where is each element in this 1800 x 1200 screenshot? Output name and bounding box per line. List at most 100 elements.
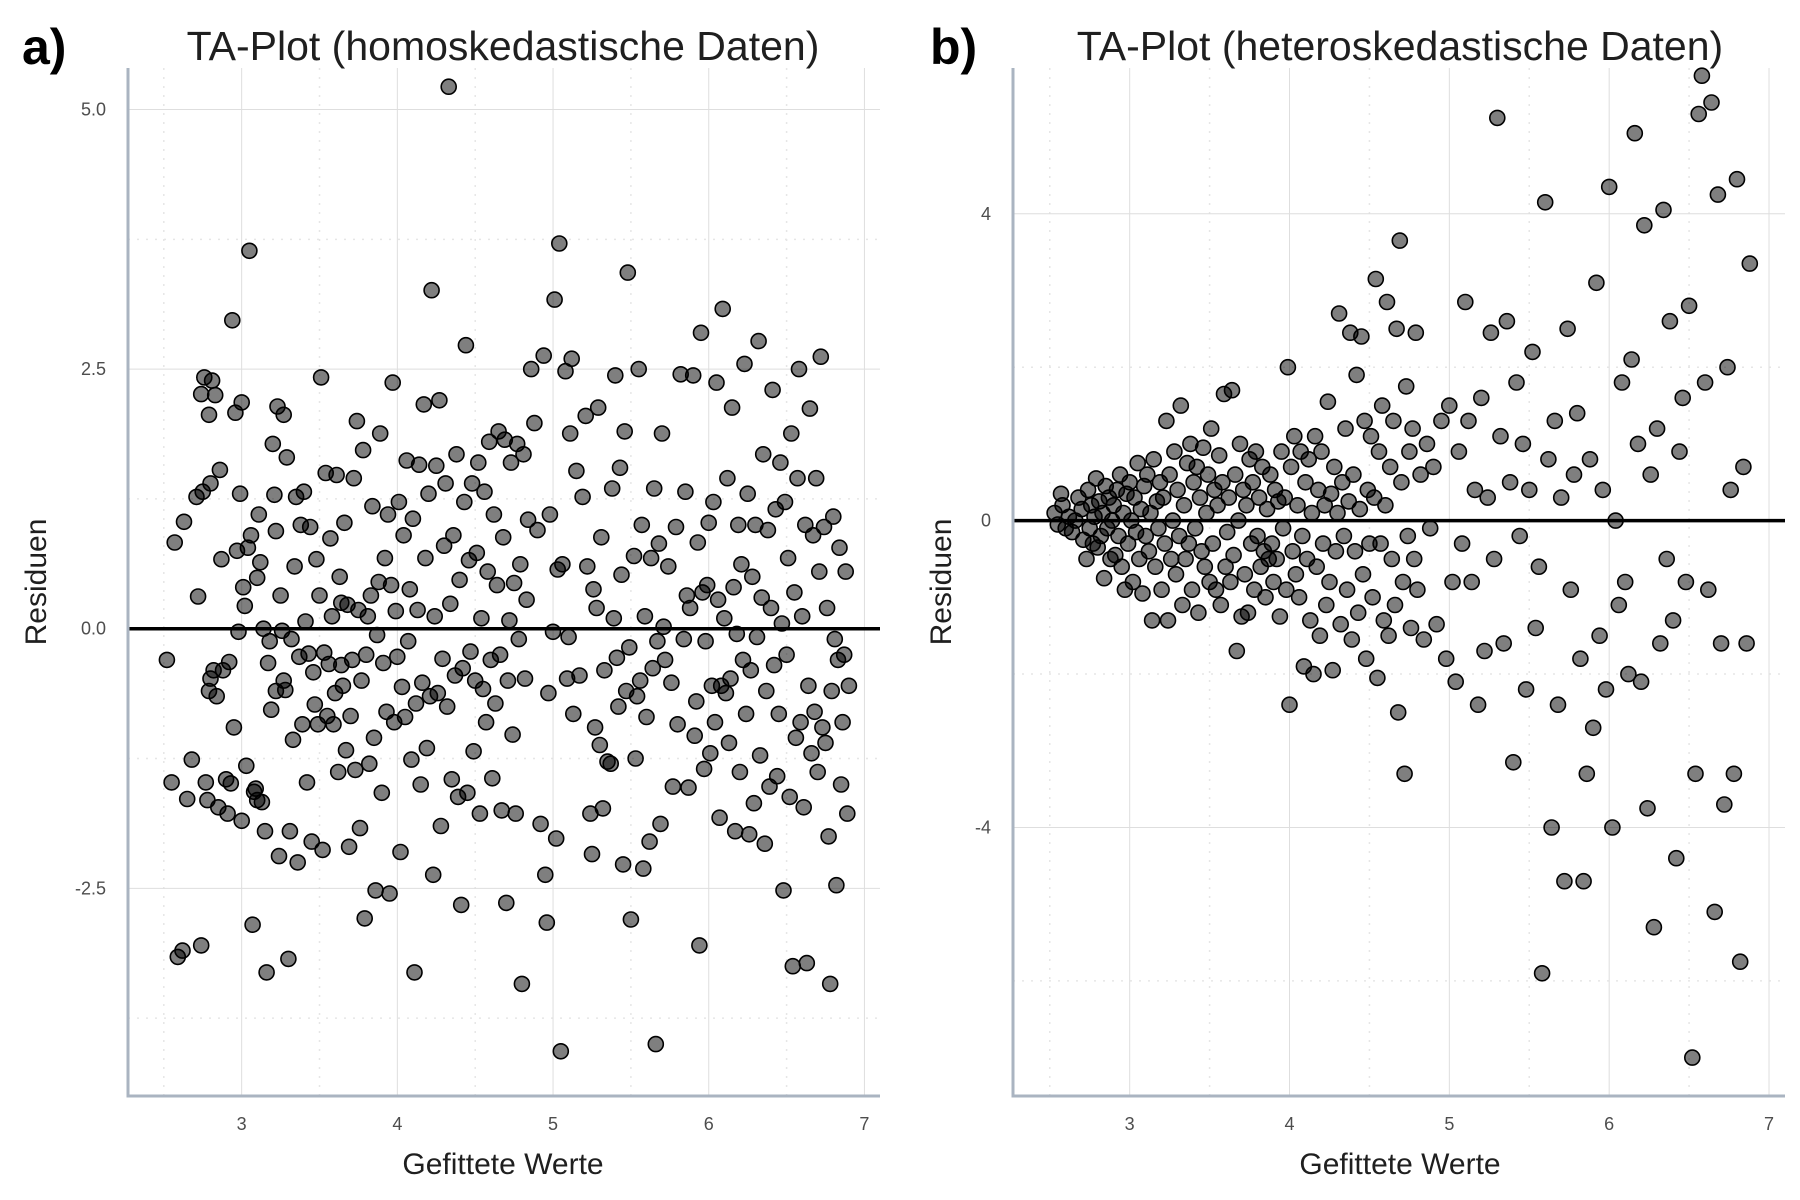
data-point [1190,604,1207,622]
x-tick-label: 5 [548,1114,558,1134]
data-point [1642,466,1659,483]
data-point [301,518,319,536]
data-point [1121,473,1138,491]
data-point [1286,427,1303,445]
data-point [1380,627,1397,645]
data-point [505,574,523,592]
data-point [1404,420,1421,437]
data-point [1258,500,1276,518]
data-point [368,626,386,644]
data-point [418,739,436,757]
data-point [1556,872,1573,890]
data-point [306,696,324,713]
data-point [574,488,591,506]
data-point [571,667,588,684]
data-point [1709,186,1727,203]
data-point [588,599,605,617]
data-point [750,332,767,350]
data-point [568,462,585,480]
data-point [821,975,839,993]
data-point [222,775,240,792]
data-point [630,360,648,378]
data-point [642,549,660,567]
data-point [1318,596,1335,614]
data-point [636,607,654,625]
data-point [427,457,445,475]
data-point [1457,293,1474,311]
data-point [474,680,492,698]
data-point [578,558,596,575]
data-point [1222,573,1239,591]
data-point [798,954,816,972]
data-point [659,558,677,575]
data-point [1407,324,1425,342]
data-point [631,672,649,689]
data-point [536,866,554,884]
data-point [1332,615,1349,633]
data-point [614,856,632,873]
data-point [1373,397,1391,414]
data-point [382,576,400,594]
data-point [826,630,844,648]
data-point [497,894,515,912]
data-point [1161,466,1178,483]
data-point [1209,496,1226,514]
data-point [655,618,672,636]
data-point [487,695,504,712]
data-point [511,555,529,573]
data-point [469,454,487,471]
data-point [650,535,668,552]
data-point [251,553,269,571]
data-point [451,571,468,589]
data-point [1450,443,1468,460]
data-point [1193,542,1210,560]
data-point [1517,681,1535,698]
data-point [806,703,823,721]
data-point [817,734,834,752]
data-point [1677,573,1695,591]
data-point [1738,635,1755,652]
data-point [692,324,710,342]
data-point [743,568,761,586]
data-point [1290,588,1308,606]
data-point [1648,420,1666,437]
data-point [465,742,482,760]
data-point [404,510,422,528]
data-point [373,784,391,802]
data-point [804,526,822,544]
data-point [513,975,531,993]
data-point [1367,270,1385,288]
data-point [1409,581,1426,599]
data-point [1354,565,1372,583]
data-point [684,367,702,384]
data-point [443,770,461,788]
data-point [213,550,230,568]
data-point [1508,374,1525,391]
data-point [779,549,797,567]
y-tick-label: 5.0 [81,100,106,120]
data-point [1330,305,1348,322]
data-point [1511,527,1528,545]
data-point [1447,673,1464,691]
data-point [715,609,733,627]
data-point [1588,274,1605,292]
data-point [1220,489,1238,506]
data-point [1186,519,1204,537]
data-point [552,1043,570,1060]
data-point [532,815,549,833]
data-point [701,744,719,762]
data-point [1690,105,1707,123]
data-point [1191,489,1209,506]
data-point [1223,381,1241,399]
data-point [1311,627,1329,645]
data-point [519,511,537,529]
data-point [175,513,193,531]
data-point [1340,493,1357,510]
data-point [1399,527,1417,545]
data-point [364,497,381,515]
data-point [1425,458,1442,476]
data-point [603,480,621,497]
data-point [501,612,518,629]
